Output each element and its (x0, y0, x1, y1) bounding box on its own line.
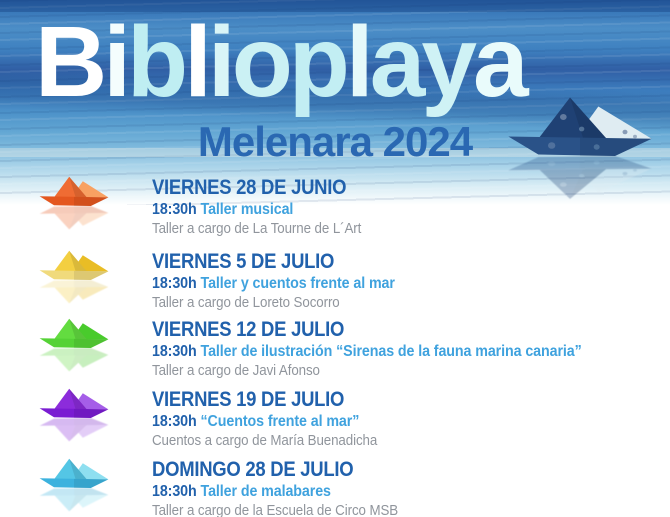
event-detail: Taller a cargo de Loreto Socorro (152, 295, 340, 311)
title-letter: y (421, 6, 477, 118)
event-text: DOMINGO 28 DE JULIO 18:30h Taller de mal… (152, 459, 420, 517)
header-paper-boat-icon (505, 96, 655, 200)
event-time-title: 18:30h Taller musical (152, 200, 361, 219)
event-row: VIERNES 28 DE JUNIO 18:30h Taller musica… (0, 176, 670, 252)
paper-boat-shape (505, 96, 655, 156)
event-row: VIERNES 12 DE JULIO 18:30h Taller de ilu… (0, 318, 670, 394)
event-detail: Taller a cargo de La Tourne de L´Art (152, 221, 362, 237)
poster-title: Biblioplaya (35, 12, 529, 112)
title-letter: p (288, 6, 350, 118)
paper-boat-shape (38, 388, 110, 418)
title-letter: b (127, 6, 188, 118)
event-date: VIERNES 12 DE JULIO (152, 318, 345, 341)
event-time: 18:30h (152, 201, 197, 218)
event-date: DOMINGO 28 DE JULIO (152, 458, 354, 481)
event-text: VIERNES 19 DE JULIO 18:30h “Cuentos fren… (152, 389, 397, 450)
event-text: VIERNES 12 DE JULIO 18:30h Taller de ilu… (152, 319, 619, 380)
title-letter: a (369, 6, 426, 118)
paper-boat-icon (38, 318, 110, 372)
paper-boat-icon (38, 388, 110, 442)
paper-boat-shape (38, 318, 110, 348)
paper-boat-icon (38, 176, 110, 230)
wave-stripes (0, 0, 670, 205)
event-time-title: 18:30h Taller de malabares (152, 482, 398, 501)
event-row: VIERNES 5 DE JULIO 18:30h Taller y cuent… (0, 250, 670, 326)
title-letter: a (472, 6, 529, 118)
shore-light-band (0, 148, 670, 157)
paper-boat-shape (38, 458, 110, 488)
event-title: Taller de ilustración “Sirenas de la fau… (200, 343, 582, 360)
event-time: 18:30h (152, 413, 197, 430)
event-text: VIERNES 5 DE JULIO 18:30h Taller y cuent… (152, 251, 416, 312)
wave-dark-band (0, 0, 670, 205)
title-letter: i (207, 6, 236, 118)
boat-reflection (505, 156, 655, 200)
event-title: Taller de malabares (200, 483, 331, 500)
paper-boat-shape (38, 250, 110, 280)
event-detail: Taller a cargo de la Escuela de Circo MS… (152, 503, 399, 517)
event-date: VIERNES 28 DE JUNIO (152, 176, 347, 199)
title-letter: i (103, 6, 131, 118)
title-letter: B (35, 6, 107, 118)
boat-reflection (38, 280, 110, 304)
title-letter: l (184, 6, 212, 118)
title-letter: l (345, 6, 374, 118)
boat-reflection (38, 206, 110, 230)
event-time: 18:30h (152, 343, 197, 360)
event-row: DOMINGO 28 DE JULIO 18:30h Taller de mal… (0, 458, 670, 517)
event-detail: Taller a cargo de Javi Afonso (152, 363, 320, 379)
paper-boat-icon (38, 458, 110, 512)
event-time: 18:30h (152, 275, 197, 292)
event-detail: Cuentos a cargo de María Buenadicha (152, 433, 378, 449)
event-row: VIERNES 19 DE JULIO 18:30h “Cuentos fren… (0, 388, 670, 464)
paper-boat-shape (38, 176, 110, 206)
paper-boat-icon (38, 250, 110, 304)
event-time-title: 18:30h Taller de ilustración “Sirenas de… (152, 342, 582, 361)
poster-subtitle: Melenara 2024 (197, 118, 473, 165)
event-date: VIERNES 19 DE JULIO (152, 388, 345, 411)
event-title: “Cuentos frente al mar” (200, 413, 360, 430)
boat-reflection (38, 488, 110, 512)
boat-reflection (38, 418, 110, 442)
event-time-title: 18:30h “Cuentos frente al mar” (152, 412, 377, 431)
boat-reflection (38, 348, 110, 372)
title-letter: o (231, 6, 293, 118)
event-time-title: 18:30h Taller y cuentos frente al mar (152, 274, 395, 293)
event-text: VIERNES 28 DE JUNIO 18:30h Taller musica… (152, 177, 379, 238)
event-title: Taller y cuentos frente al mar (200, 275, 395, 292)
event-time: 18:30h (152, 483, 197, 500)
event-title: Taller musical (200, 201, 294, 218)
water-background (0, 0, 670, 205)
wave-top-band (0, 0, 670, 12)
event-date: VIERNES 5 DE JULIO (152, 250, 335, 273)
